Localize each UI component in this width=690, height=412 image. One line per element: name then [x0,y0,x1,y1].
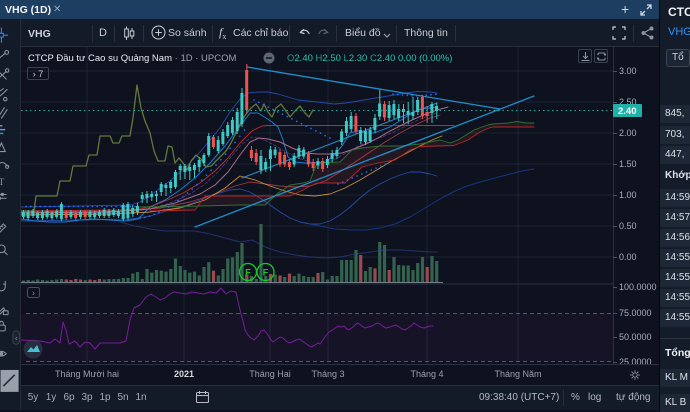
svg-text:›: › [32,289,35,298]
svg-text:T: T [0,178,5,188]
svg-text:F: F [263,268,269,278]
svg-text:‹: ‹ [15,333,18,342]
svg-text:F: F [245,268,251,278]
